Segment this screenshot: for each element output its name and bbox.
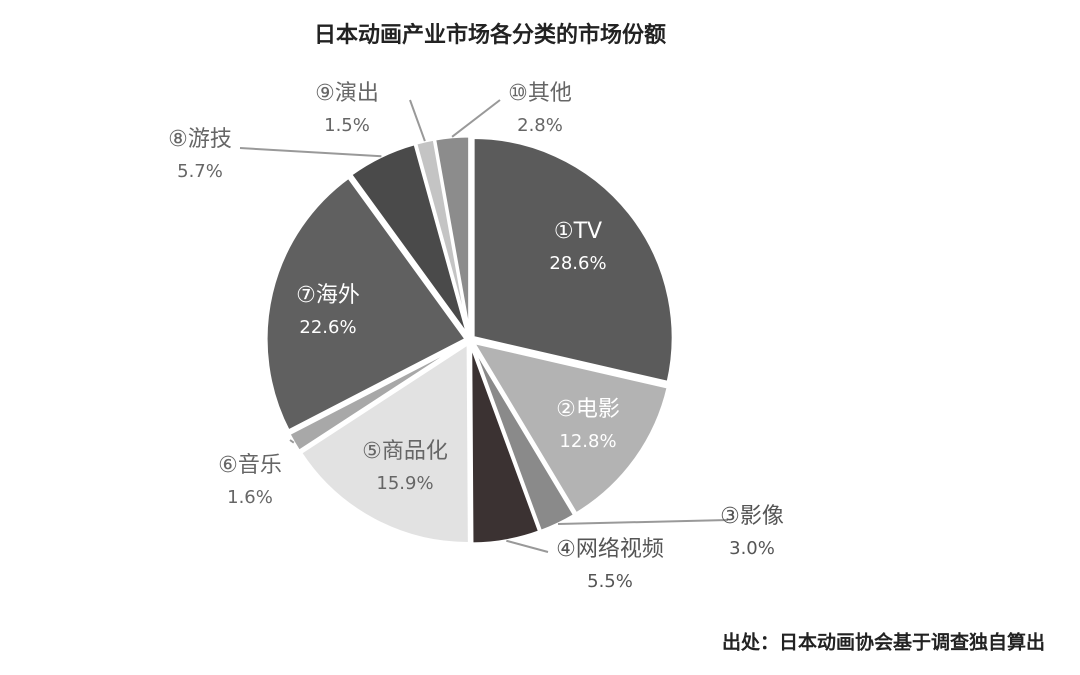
chart-title: 日本动画产业市场各分类的市场份额 [314, 22, 666, 48]
leader-line [557, 519, 729, 526]
slice-label: ③影像 [720, 504, 784, 529]
value-label: 3.0% [729, 538, 775, 559]
slice-label: ⑧游技 [168, 127, 232, 152]
value-label: 12.8% [559, 431, 616, 452]
pie-slice [432, 134, 472, 337]
value-label: 2.8% [517, 115, 563, 136]
pie-slice [470, 340, 670, 516]
value-label: 1.6% [227, 487, 273, 508]
source-note: 出处：日本动画协会基于调查独自算出 [722, 631, 1045, 654]
value-label: 1.5% [324, 115, 370, 136]
slice-label: ⑩其他 [508, 81, 572, 106]
slice-label: ⑨演出 [315, 81, 379, 106]
value-label: 22.6% [299, 317, 356, 338]
slice-label: ⑥音乐 [218, 453, 282, 478]
leader-line [289, 439, 295, 444]
value-label: 5.7% [177, 161, 223, 182]
leader-line [506, 539, 549, 553]
slice-label: ⑤商品化 [362, 439, 448, 464]
pie-slice [286, 340, 468, 454]
leader-line [451, 99, 501, 138]
leader-line [409, 99, 426, 142]
value-label: 5.5% [587, 571, 633, 592]
slice-label: ⑦海外 [296, 283, 360, 308]
slice-label: ①TV [554, 219, 602, 244]
pie-slice [298, 340, 471, 546]
value-label: 15.9% [376, 473, 433, 494]
pie-slice [471, 136, 675, 385]
value-label: 28.6% [549, 253, 606, 274]
pie-slice [264, 175, 469, 434]
slice-label: ④网络视频 [556, 537, 664, 562]
leader-line [239, 147, 382, 158]
slice-label: ②电影 [556, 397, 620, 422]
